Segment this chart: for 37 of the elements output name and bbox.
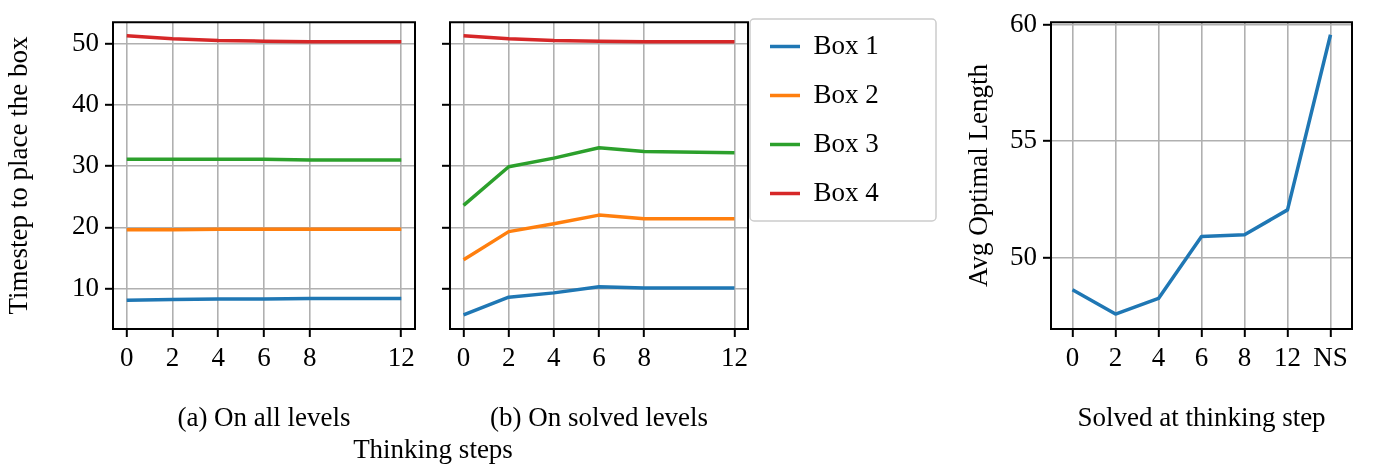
- x-tick-label: 4: [1151, 342, 1166, 373]
- y-tick-label: 50: [1010, 240, 1037, 271]
- x-tick-label: 4: [547, 342, 562, 373]
- y-tick-label: 20: [72, 210, 99, 241]
- x-axis-title: Solved at thinking step: [1077, 401, 1326, 432]
- legend-label: Box 4: [813, 176, 880, 207]
- x-tick-label: 12: [387, 342, 415, 373]
- y-tick-label: 40: [72, 87, 99, 118]
- x-axis-title: (a) On all levels: [177, 401, 351, 432]
- legend-label: Box 3: [813, 127, 879, 158]
- y-tick-label: 55: [1010, 124, 1037, 155]
- x-tick-label: 6: [1194, 342, 1209, 373]
- y-axis-title: Timestep to place the box: [3, 36, 34, 315]
- x-tick-label: 0: [456, 342, 471, 373]
- x-tick-label: 6: [592, 342, 606, 373]
- x-tick-label: 12: [720, 342, 748, 373]
- x-tick-label: 2: [1108, 342, 1123, 373]
- x-tick-label: 12: [1274, 342, 1301, 373]
- y-tick-label: 60: [1010, 7, 1037, 38]
- legend-label: Box 1: [813, 29, 879, 60]
- y-tick-label: 10: [72, 271, 99, 302]
- text: Thinking steps: [352, 434, 514, 465]
- x-tick-label: 8: [1237, 342, 1252, 373]
- y-tick-label: 50: [72, 26, 99, 57]
- x-tick-label: 6: [257, 342, 271, 373]
- x-tick-label: 2: [165, 342, 180, 373]
- x-tick-label: 2: [501, 342, 516, 373]
- x-tick-label: 0: [119, 342, 134, 373]
- y-axis-title: Avg Optimal Length: [963, 63, 994, 288]
- x-axis-title: (b) On solved levels: [489, 401, 709, 432]
- x-tick-label: 8: [637, 342, 651, 373]
- x-tick-label: 4: [211, 342, 226, 373]
- x-tick-label: NS: [1313, 342, 1348, 373]
- y-tick-label: 30: [72, 149, 99, 180]
- legend-label: Box 2: [813, 78, 879, 109]
- x-tick-label: 8: [303, 342, 317, 373]
- x-tick-label: 0: [1065, 342, 1080, 373]
